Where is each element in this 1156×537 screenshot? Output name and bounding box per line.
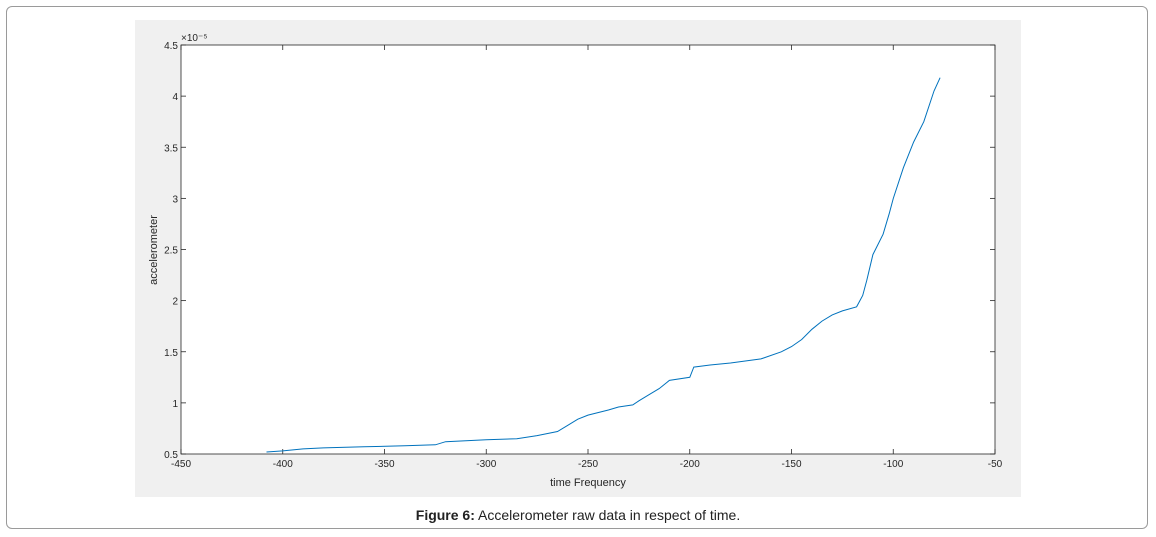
x-tick-label: -50 — [988, 459, 1003, 470]
y-axis-label: accelerometer — [148, 215, 160, 285]
y-tick-label: 4 — [172, 92, 178, 103]
figure-caption: Figure 6: Accelerometer raw data in resp… — [0, 507, 1156, 523]
series-line — [266, 77, 941, 453]
x-tick-label: -450 — [171, 459, 191, 470]
plot-area — [180, 44, 996, 455]
x-tick-label: -150 — [781, 459, 801, 470]
x-tick-label: -250 — [578, 459, 598, 470]
series-group — [266, 77, 941, 453]
x-tick-label: -400 — [273, 459, 293, 470]
x-tick-label: -350 — [374, 459, 394, 470]
y-tick-label: 0.5 — [164, 450, 178, 461]
y-tick-label: 3.5 — [164, 143, 178, 154]
y-tick-label: 2 — [172, 297, 178, 308]
x-tick-label: -300 — [476, 459, 496, 470]
caption-label: Figure 6: — [415, 507, 475, 523]
y-tick-label: 1.5 — [164, 348, 178, 359]
x-axis-ticks: -450 -400 -350 -300 -250 -200 -150 -100 -50 — [171, 45, 1003, 470]
y-tick-label: 1 — [172, 399, 178, 410]
y-axis-ticks: 0.5 1 1.5 2 2.5 3 3.5 4 4.5 — [164, 41, 995, 461]
x-axis-label: time Frequency — [550, 477, 626, 489]
x-tick-label: -100 — [883, 459, 903, 470]
y-tick-label: 3 — [172, 194, 178, 205]
y-tick-label: 2.5 — [164, 246, 178, 257]
x-tick-label: -200 — [680, 459, 700, 470]
caption-text: Accelerometer raw data in respect of tim… — [474, 507, 741, 523]
y-tick-label: 4.5 — [164, 41, 178, 52]
y-exponent-label: ×10⁻⁵ — [181, 33, 207, 44]
